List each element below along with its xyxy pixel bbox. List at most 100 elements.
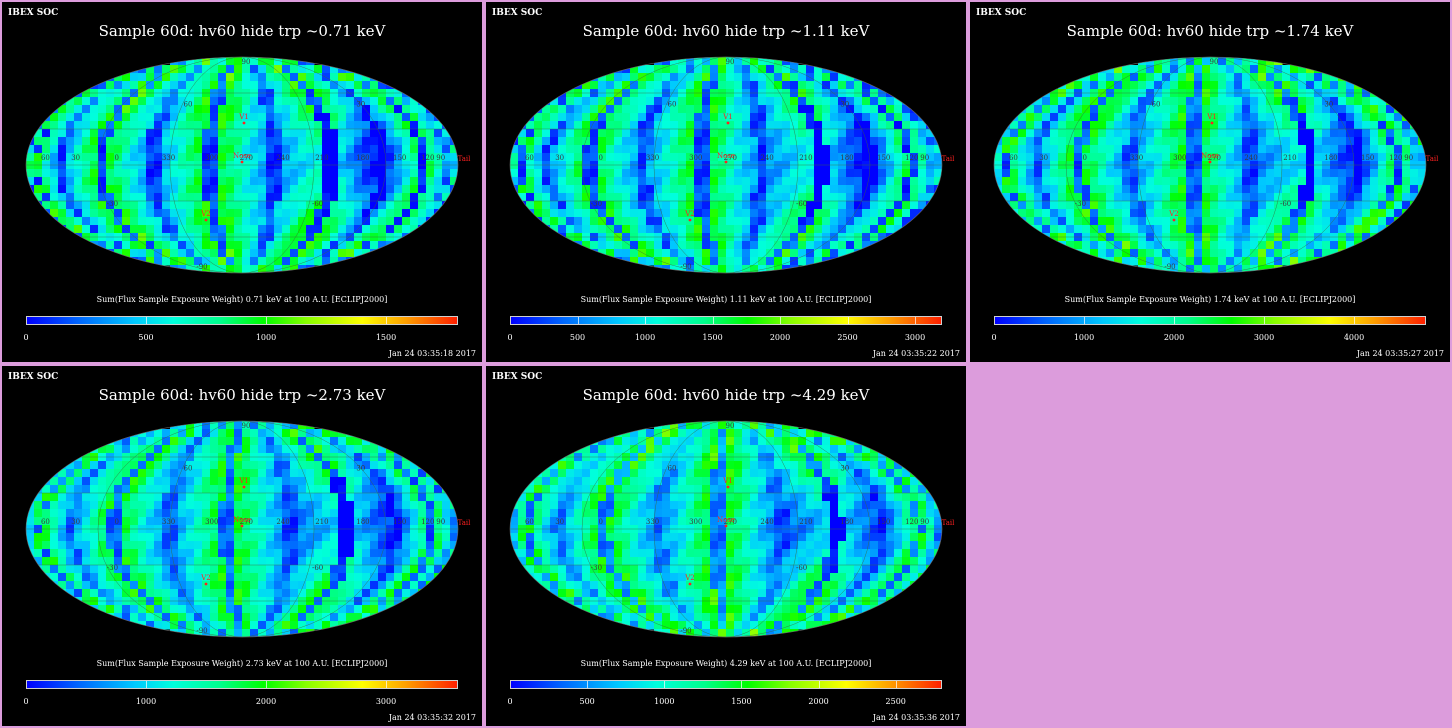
longitude-label: 30 — [555, 154, 564, 162]
colorbar-tick-label: 1500 — [702, 333, 723, 342]
timestamp: Jan 24 03:35:18 2017 — [388, 349, 476, 358]
org-label: IBEX SOC — [976, 8, 1027, 18]
longitude-label: 60 — [525, 518, 534, 526]
colorbar-tick-label: 500 — [579, 697, 595, 706]
longitude-label: 60 — [41, 518, 50, 526]
v1-marker — [242, 121, 246, 125]
colorbar-caption: Sum(Flux Sample Exposure Weight) 1.11 ke… — [580, 295, 872, 304]
v1-marker — [726, 121, 730, 125]
timestamp: Jan 24 03:35:36 2017 — [872, 713, 960, 722]
longitude-label: 150 — [877, 154, 890, 162]
longitude-label: 120 — [421, 154, 434, 162]
org-label: IBEX SOC — [492, 8, 543, 18]
colorbar — [510, 680, 942, 689]
colorbar-tick-label: 0 — [23, 333, 29, 342]
colorbar-tick-label: 3000 — [904, 333, 926, 342]
nose-label: Nose — [1201, 152, 1219, 160]
colorbar-tick-label: 0 — [507, 697, 513, 706]
pole-label-north: 90 — [726, 58, 735, 66]
colorbar-tick-mark — [818, 681, 820, 688]
v2-label: V2 — [200, 210, 211, 218]
longitude-label: 300 — [689, 154, 702, 162]
nose-marker — [724, 524, 728, 528]
org-label: IBEX SOC — [8, 372, 59, 382]
v2-marker — [204, 218, 208, 222]
colorbar — [994, 316, 1426, 325]
longitude-label: 210 — [315, 518, 328, 526]
latitude-label: -60 — [796, 564, 807, 572]
colorbar-tick-label: 2000 — [808, 697, 829, 706]
colorbar-tick-mark — [577, 317, 579, 324]
longitude-label: 240 — [276, 518, 289, 526]
longitude-label: 60 — [1009, 154, 1018, 162]
v2-label: V2 — [1168, 210, 1179, 218]
longitude-label: 90 — [436, 154, 445, 162]
colorbar-tick-label: 0 — [507, 333, 513, 342]
longitude-label: 0 — [1082, 154, 1086, 162]
colorbar — [26, 680, 458, 689]
colorbar-tick-label: 2000 — [769, 333, 791, 342]
v1-marker — [1210, 121, 1214, 125]
latitude-label: -60 — [312, 564, 323, 572]
longitude-label: 90 — [920, 518, 929, 526]
v2-label: V2 — [684, 210, 695, 218]
pole-label-south: -90 — [680, 263, 691, 271]
sky-map-panel: IBEX SOC Sample 60d: hv60 hide trp ~1.11… — [486, 2, 966, 362]
longitude-label: 180 — [356, 518, 369, 526]
longitude-label: 0 — [114, 154, 118, 162]
v2-marker — [688, 218, 692, 222]
colorbar-caption: Sum(Flux Sample Exposure Weight) 1.74 ke… — [1064, 295, 1356, 304]
nose-label: Nose — [233, 516, 251, 524]
pole-label-south: -90 — [680, 627, 691, 635]
tail-label: Tail — [1426, 155, 1440, 163]
tail-label: Tail — [458, 519, 472, 527]
longitude-label: 210 — [799, 154, 812, 162]
nose-label: Nose — [233, 152, 251, 160]
sky-map-panel: IBEX SOC Sample 60d: hv60 hide trp ~2.73… — [2, 366, 482, 726]
latitude-label: 60 — [668, 101, 677, 109]
org-label: IBEX SOC — [492, 372, 543, 382]
colorbar-tick-mark — [266, 681, 267, 688]
colorbar-caption: Sum(Flux Sample Exposure Weight) 2.73 ke… — [96, 659, 388, 668]
pole-label-north: 90 — [242, 58, 251, 66]
latitude-label: 60 — [184, 465, 193, 473]
colorbar-tick-label: 1000 — [135, 697, 157, 706]
longitude-label: 30 — [1039, 154, 1048, 162]
longitude-label: 300 — [689, 518, 702, 526]
longitude-label: 120 — [905, 518, 918, 526]
colorbar-tick-mark — [664, 681, 666, 688]
latitude-label: 30 — [356, 101, 365, 109]
colorbar-tick-label: 1000 — [255, 333, 277, 342]
panel-title: Sample 60d: hv60 hide trp ~4.29 keV — [582, 386, 870, 404]
longitude-label: 300 — [1173, 154, 1186, 162]
colorbar-tick-mark — [780, 317, 781, 324]
colorbar-tick-mark — [1174, 317, 1175, 324]
latitude-label: -30 — [591, 200, 602, 208]
longitude-label: 330 — [162, 154, 175, 162]
nose-marker — [724, 160, 728, 164]
pole-label-north: 90 — [726, 422, 735, 430]
colorbar-tick-label: 2000 — [1163, 333, 1185, 342]
colorbar-tick-mark — [386, 681, 387, 688]
tail-label: Tail — [458, 155, 472, 163]
longitude-label: 90 — [920, 154, 929, 162]
colorbar-tick-label: 2000 — [255, 697, 277, 706]
v1-label: V1 — [722, 477, 733, 485]
longitude-label: 180 — [840, 154, 853, 162]
panel-title: Sample 60d: hv60 hide trp ~2.73 keV — [98, 386, 386, 404]
v2-label: V2 — [684, 574, 695, 582]
panel-title: Sample 60d: hv60 hide trp ~1.11 keV — [582, 22, 870, 40]
panel-title: Sample 60d: hv60 hide trp ~0.71 keV — [98, 22, 386, 40]
v2-marker — [1172, 218, 1176, 222]
longitude-label: 30 — [555, 518, 564, 526]
colorbar-tick-mark — [1084, 317, 1085, 324]
longitude-label: 330 — [162, 518, 175, 526]
longitude-label: 300 — [205, 518, 218, 526]
colorbar-tick-mark — [146, 681, 147, 688]
latitude-label: 60 — [668, 465, 677, 473]
longitude-label: 30 — [71, 154, 80, 162]
longitude-label: 0 — [598, 154, 602, 162]
